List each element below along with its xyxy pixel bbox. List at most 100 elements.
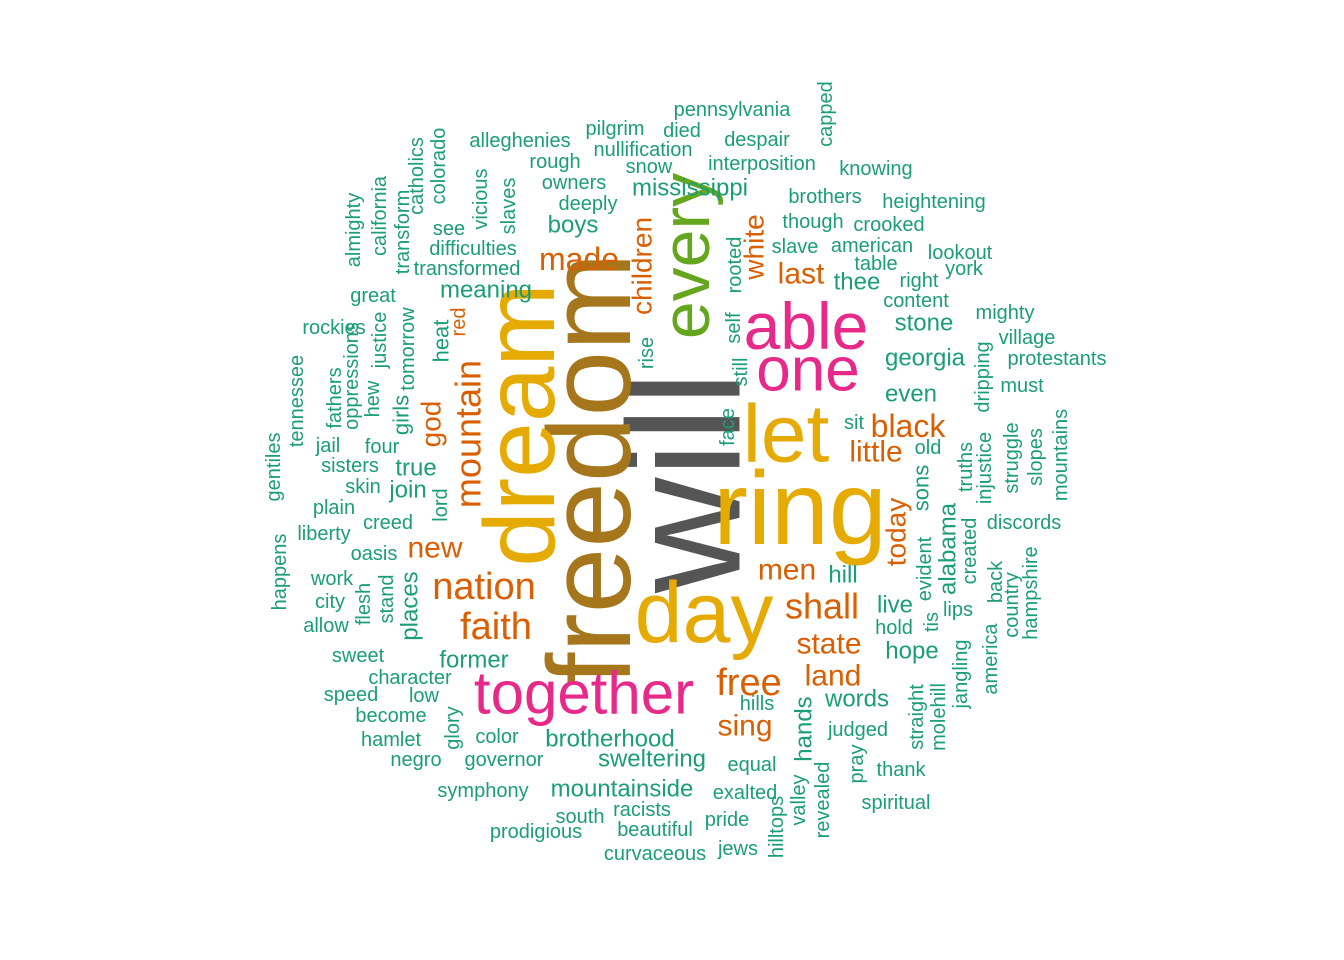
word-thee: thee (834, 269, 881, 296)
word-sweltering: sweltering (598, 746, 706, 773)
word-knowing: knowing (839, 158, 912, 180)
word-flesh: flesh (353, 583, 375, 625)
word-valley: valley (788, 774, 810, 825)
word-lips: lips (943, 599, 973, 621)
word-exalted: exalted (713, 782, 778, 804)
word-meaning: meaning (440, 277, 532, 304)
word-tomorrow: tomorrow (397, 307, 419, 391)
word-mountain: mountain (448, 360, 489, 508)
word-places: places (397, 571, 424, 640)
word-skin: skin (345, 476, 381, 498)
word-oppressions: oppressions (341, 322, 363, 430)
word-become: become (355, 705, 426, 727)
word-see: see (433, 218, 465, 240)
word-racists: racists (613, 799, 671, 821)
word-god: god (416, 401, 447, 448)
word-slave: slave (772, 236, 819, 258)
word-gentiles: gentiles (263, 433, 285, 502)
word-character: character (368, 667, 452, 689)
word-prodigious: prodigious (490, 821, 582, 843)
word-transformed: transformed (414, 258, 521, 280)
word-mountainside: mountainside (551, 776, 694, 803)
word-rise: rise (636, 337, 658, 369)
word-revealed: revealed (812, 762, 834, 839)
word-justice: justice (369, 312, 391, 370)
word-face: face (717, 408, 739, 446)
word-rockies: rockies (302, 317, 365, 339)
word-brothers: brothers (788, 186, 861, 208)
word-slopes: slopes (1025, 428, 1047, 486)
word-four: four (365, 436, 400, 458)
word-speed: speed (324, 684, 379, 706)
word-back: back (985, 560, 1007, 603)
word-creed: creed (363, 512, 413, 534)
word-hew: hew (362, 380, 384, 417)
word-together: together (474, 660, 694, 727)
word-state: state (796, 628, 861, 661)
word-red: red (448, 308, 470, 337)
word-free: free (716, 662, 781, 704)
word-alabama: alabama (935, 502, 962, 595)
word-crooked: crooked (853, 214, 924, 236)
word-fathers: fathers (324, 367, 346, 428)
word-pennsylvania: pennsylvania (674, 99, 792, 121)
word-boys: boys (548, 212, 599, 239)
word-hampshire: hampshire (1020, 546, 1042, 639)
word-equal: equal (728, 754, 777, 776)
word-hilltops: hilltops (766, 796, 788, 858)
word-able: able (744, 289, 869, 363)
word-great: great (350, 285, 396, 307)
word-transform: transform (392, 190, 414, 274)
word-tis: tis (921, 612, 943, 632)
word-difficulties: difficulties (429, 238, 516, 260)
word-words: words (824, 686, 889, 713)
word-heat: heat (429, 320, 454, 363)
word-tennessee: tennessee (286, 355, 308, 447)
word-slaves: slaves (498, 178, 520, 235)
word-glory: glory (442, 706, 464, 749)
word-allow: allow (303, 615, 349, 637)
word-happens: happens (269, 534, 291, 611)
word-hope: hope (885, 638, 938, 665)
word-dream: dream (464, 283, 576, 566)
word-hills: hills (740, 693, 774, 715)
word-white: white (739, 214, 770, 280)
word-live: live (877, 592, 913, 619)
word-one: one (756, 336, 859, 405)
word-self: self (723, 312, 745, 344)
word-pray: pray (846, 745, 868, 784)
word-molehill: molehill (928, 683, 950, 751)
word-jangling: jangling (950, 640, 972, 710)
word-interposition: interposition (708, 153, 816, 175)
word-though: though (782, 211, 843, 233)
word-stone: stone (895, 310, 954, 337)
word-capped: capped (815, 81, 837, 147)
word-jews: jews (717, 838, 758, 860)
word-work: work (310, 568, 354, 590)
word-colorado: colorado (428, 128, 450, 205)
word-right: right (900, 270, 939, 292)
word-hamlet: hamlet (361, 729, 421, 751)
word-straight: straight (906, 684, 928, 750)
word-dripping: dripping (972, 341, 994, 412)
word-discords: discords (987, 512, 1061, 534)
word-died: died (663, 120, 701, 142)
word-beautiful: beautiful (617, 819, 693, 841)
word-let: let (743, 389, 830, 480)
word-plain: plain (313, 497, 355, 519)
word-rooted: rooted (724, 237, 746, 294)
word-stand: stand (376, 575, 398, 624)
word-protestants: protestants (1008, 348, 1107, 370)
word-mighty: mighty (976, 302, 1035, 324)
word-sisters: sisters (321, 455, 379, 477)
word-jail: jail (315, 435, 340, 457)
word-lord: lord (430, 488, 452, 521)
word-sing: sing (717, 710, 772, 743)
word-sit: sit (844, 412, 864, 434)
word-nation: nation (432, 566, 536, 608)
word-country: country (1001, 572, 1023, 638)
word-little: little (849, 436, 902, 469)
word-heightening: heightening (882, 191, 985, 213)
word-almighty: almighty (343, 193, 365, 267)
word-must: must (1000, 375, 1044, 397)
